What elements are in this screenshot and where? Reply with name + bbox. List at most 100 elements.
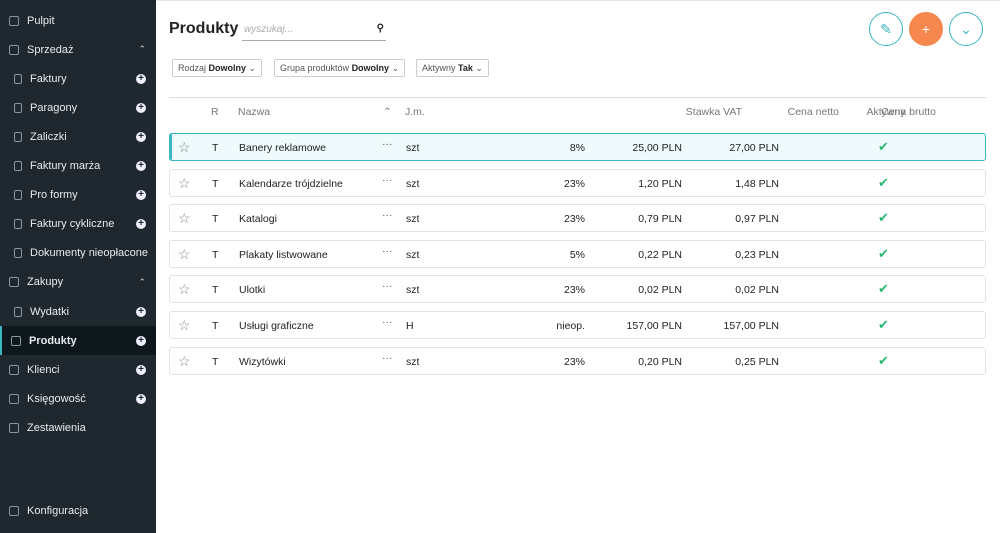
expand-button[interactable]: ⌄: [949, 12, 983, 46]
active-check: ✔: [878, 210, 889, 226]
chevron: ⌃: [138, 276, 146, 287]
table-row[interactable]: ☆ ··· T Kalendarze trójdzielne szt 23% 1,20 PL…: [169, 168, 986, 197]
cell: szt: [406, 355, 420, 368]
sidebar: Pulpit Sprzedaż ⌃ Faktury + Paragony + Zaliczki…: [0, 0, 156, 533]
cell: 0,79 PLN: [638, 213, 682, 226]
table-row[interactable]: ☆ ··· T Banery reklamowe szt 8% 25,00 PLN 27,00…: [169, 133, 986, 161]
nav-icon: [9, 422, 19, 433]
star-icon[interactable]: ☆: [178, 245, 191, 262]
edit-button[interactable]: ✎: [869, 12, 903, 46]
filter-label: Rodzaj: [178, 63, 207, 73]
table-row[interactable]: ☆ ··· T Wizytówki szt 23% 0,20 PLN 0,25 PLN ✔: [169, 346, 986, 375]
cell: 5%: [569, 248, 585, 261]
cell: Katalogi: [239, 213, 277, 226]
filter[interactable]: Rodzaj Dowolny ⌄: [172, 59, 263, 77]
nav-label: Produkty: [29, 334, 77, 347]
nav-item[interactable]: Faktury +: [0, 64, 156, 93]
more-icon[interactable]: ···: [382, 351, 393, 364]
cell: 157,00 PLN: [723, 320, 779, 332]
nav-item[interactable]: Produkty +: [0, 326, 156, 356]
nav-item[interactable]: Pulpit: [0, 6, 156, 35]
more-icon[interactable]: ···: [382, 138, 393, 150]
nav-item[interactable]: Księgowość +: [0, 384, 156, 413]
nav-item[interactable]: Dokumenty nieopłacone: [0, 239, 156, 268]
search-box[interactable]: wyszukaj... ⚲: [242, 19, 386, 41]
cell: 157,00 PLN: [626, 320, 682, 332]
filter[interactable]: Grupa produktów Dowolny ⌄: [274, 59, 406, 77]
nav-item[interactable]: Konfiguracja: [0, 496, 156, 525]
star-icon[interactable]: ☆: [178, 317, 191, 333]
star-icon[interactable]: ☆: [178, 352, 191, 369]
column-header: Nazwa: [238, 106, 271, 118]
nav-icon: [9, 44, 19, 55]
more-icon[interactable]: ···: [382, 244, 393, 257]
cell: T: [212, 284, 219, 297]
page-title: Produkty: [169, 20, 239, 37]
more-icon[interactable]: ···: [382, 209, 393, 222]
filter[interactable]: Aktywny Tak ⌄: [416, 59, 489, 77]
nav-item[interactable]: Pro formy +: [0, 181, 156, 210]
nav-label: Zaliczki: [30, 130, 67, 143]
filter-value: Tak: [458, 63, 473, 73]
more-icon[interactable]: ···: [382, 316, 393, 328]
add-icon: +: [136, 73, 146, 84]
nav-item[interactable]: Zestawienia: [0, 413, 156, 442]
star-icon[interactable]: ☆: [178, 139, 191, 155]
star-icon[interactable]: ☆: [178, 174, 191, 191]
nav-icon: [14, 73, 22, 84]
active-check: ✔: [878, 352, 889, 368]
nav-icon: [14, 248, 22, 259]
nav-item[interactable]: Sprzedaż ⌃: [0, 35, 156, 64]
more-icon[interactable]: ···: [382, 280, 393, 293]
star-icon[interactable]: ☆: [178, 281, 191, 298]
cell: 23%: [563, 284, 585, 297]
nav-item[interactable]: Paragony +: [0, 93, 156, 122]
add-button[interactable]: +: [909, 12, 943, 46]
active-check: ✔: [878, 174, 889, 190]
cell: 1,20 PLN: [638, 177, 682, 190]
nav-item[interactable]: Wydatki +: [0, 297, 156, 326]
nav-item[interactable]: Klienci +: [0, 355, 156, 384]
column-header: J.m.: [405, 106, 425, 118]
more-icon[interactable]: ···: [382, 173, 393, 186]
cell: 25,00 PLN: [632, 142, 682, 154]
table-row[interactable]: ☆ ··· T Ulotki szt 23% 0,02 PLN 0,02 PLN ✔: [169, 275, 986, 304]
cell: Ulotki: [239, 284, 266, 297]
cell: Usługi graficzne: [239, 320, 314, 332]
nav-icon: [14, 161, 22, 171]
nav-icon: [14, 219, 22, 230]
nav-icon: [9, 393, 19, 404]
nav-icon: [14, 306, 22, 317]
nav-icon: [9, 277, 19, 288]
cell: 0,25 PLN: [735, 355, 779, 368]
nav-label: Klienci: [27, 363, 60, 376]
cell: T: [212, 142, 219, 154]
nav-item[interactable]: Faktury cykliczne +: [0, 210, 156, 239]
nav-item[interactable]: Zakupy ⌃: [0, 268, 156, 297]
nav-icon: [9, 364, 19, 375]
nav-icon: [14, 131, 22, 142]
nav-label: Konfiguracja: [27, 504, 89, 517]
add-icon: +: [136, 335, 146, 346]
sort-icon: ⌃: [383, 106, 392, 118]
cell: H: [406, 320, 414, 332]
nav-label: Pro formy: [30, 189, 78, 202]
nav-icon: [9, 15, 19, 26]
table-row[interactable]: ☆ ··· T Plakaty listwowane szt 5% 0,22 PLN 0,23…: [169, 239, 986, 268]
column-header: Cena netto: [787, 106, 839, 118]
star-icon[interactable]: ☆: [178, 210, 191, 227]
cell: Wizytówki: [239, 355, 286, 368]
add-icon: +: [136, 219, 146, 230]
cell: 23%: [563, 355, 585, 368]
table-row[interactable]: ☆ ··· T Katalogi szt 23% 0,79 PLN 0,97 PLN ✔: [169, 204, 986, 233]
nav-label: Paragony: [30, 101, 78, 114]
column-header: Aktywny: [866, 106, 906, 118]
cell: T: [212, 177, 219, 190]
nav-label: Wydatki: [30, 305, 70, 318]
nav-item[interactable]: Faktury marża +: [0, 152, 156, 181]
cell: Banery reklamowe: [239, 142, 326, 154]
nav-item[interactable]: Zaliczki +: [0, 122, 156, 151]
nav-icon: [11, 335, 21, 346]
